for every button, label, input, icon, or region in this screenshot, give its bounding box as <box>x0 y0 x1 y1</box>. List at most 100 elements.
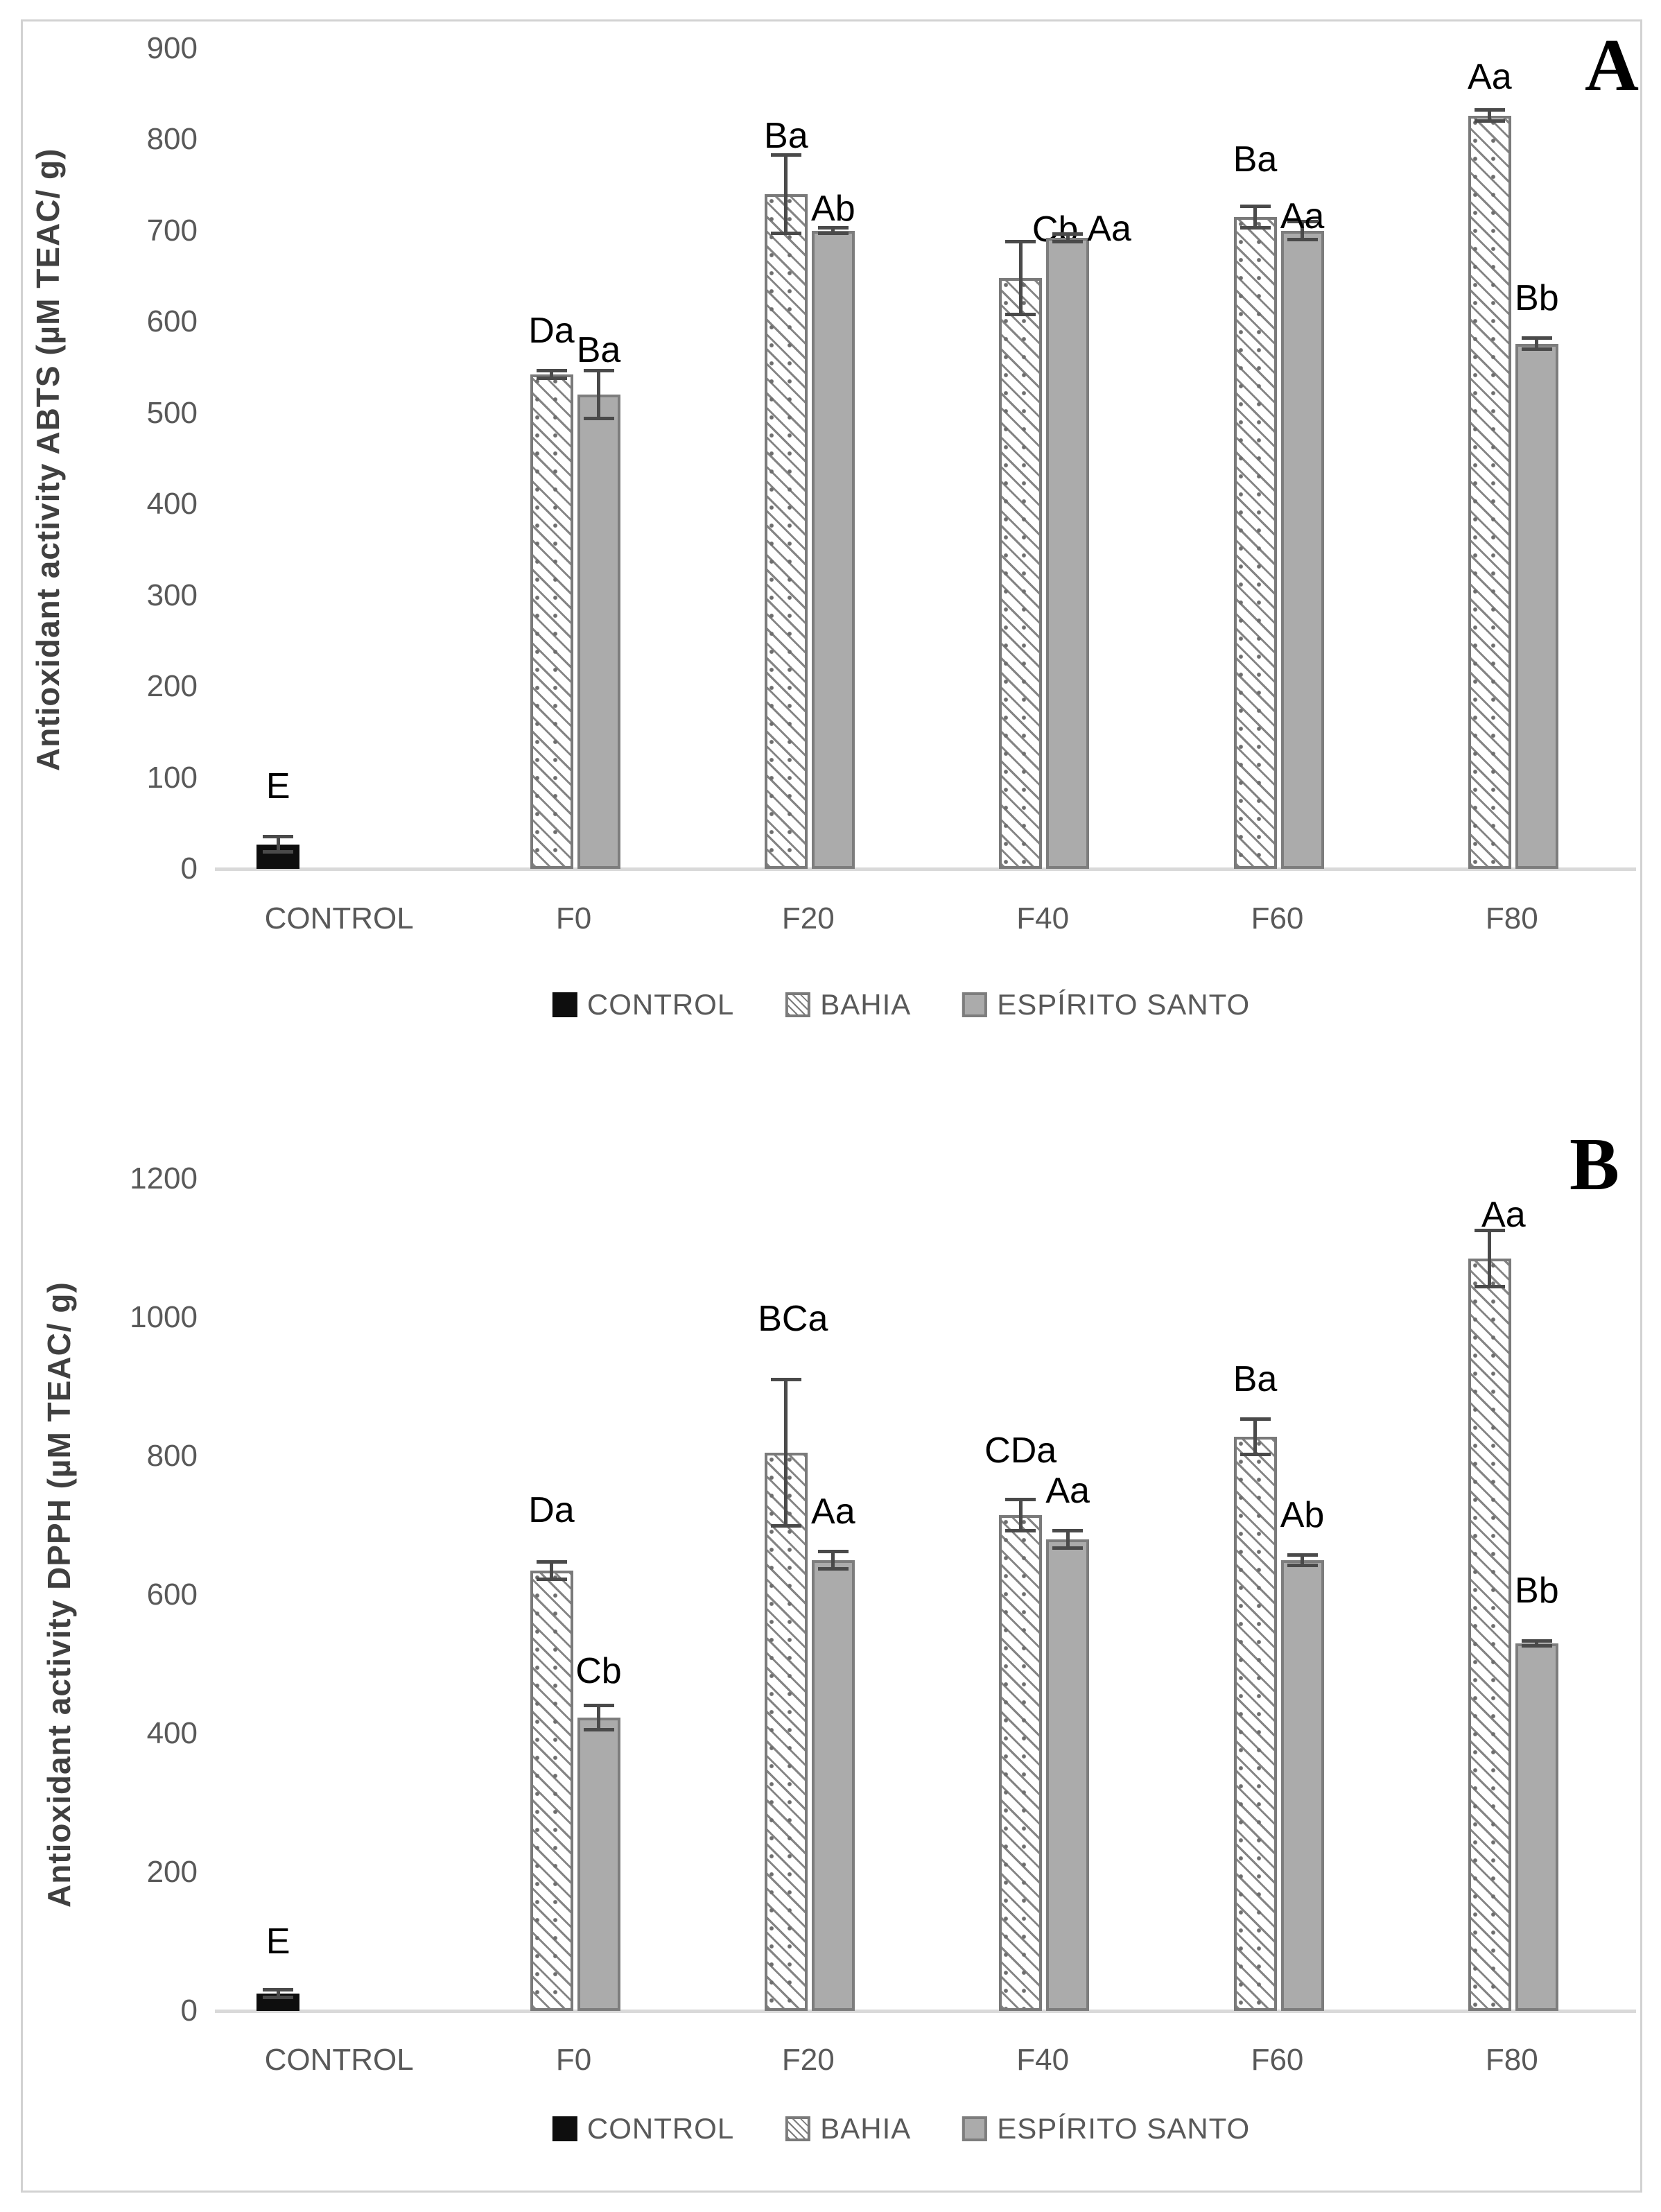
y-tick-label-B-1000: 1000 <box>130 1300 198 1334</box>
x-axis-line-A <box>215 867 1636 871</box>
legend-item-bahia: BAHIA <box>785 988 911 1021</box>
error-bar-f20-gray <box>817 1550 849 1571</box>
category-label-F40: F40 <box>1016 2043 1070 2077</box>
error-bar-cap-top <box>1474 1229 1505 1232</box>
legend-swatch-black-icon <box>552 992 577 1017</box>
error-bar-f80-hatch <box>1474 1229 1505 1288</box>
legend-item-esp-rito-santo: ESPÍRITO SANTO <box>962 2112 1250 2145</box>
error-bar-cap-bottom <box>770 1524 801 1528</box>
error-bar-cap-bottom <box>1005 1529 1036 1532</box>
error-bar-control-black <box>263 835 294 854</box>
error-bar-f60-hatch <box>1240 1417 1271 1456</box>
panel-a-label: A <box>1585 24 1639 107</box>
y-tick-label-B-0: 0 <box>180 1994 198 2028</box>
legend-label: BAHIA <box>820 2112 912 2145</box>
bar-bahia-f80 <box>1468 115 1511 869</box>
error-bar-stem <box>1488 108 1492 123</box>
bar-esp-rito-santo-f0 <box>577 395 620 869</box>
error-bar-stem <box>831 1550 835 1571</box>
y-tick-label-A-900: 900 <box>146 31 198 65</box>
error-bar-cap-top <box>817 1550 849 1553</box>
bar-esp-rito-santo-f80 <box>1515 1643 1558 2011</box>
bar-bahia-f0 <box>530 1571 573 2011</box>
bar-esp-rito-santo-f60 <box>1280 1560 1324 2011</box>
error-bar-cap-top <box>1052 1529 1084 1532</box>
legend-label: ESPÍRITO SANTO <box>997 988 1251 1021</box>
error-bar-cap-top <box>583 1704 614 1707</box>
error-bar-cap-bottom <box>817 232 849 236</box>
error-bar-cap-bottom <box>1287 238 1318 242</box>
bar-bahia-f60 <box>1233 1437 1277 2011</box>
error-bar-cap-bottom <box>1474 1285 1505 1288</box>
bar-bahia-f20 <box>764 1453 808 2011</box>
error-bar-cap-top <box>817 226 849 230</box>
bar-esp-rito-santo-f40 <box>1046 238 1090 869</box>
bar-esp-rito-santo-f0 <box>577 1718 620 2011</box>
error-bar-cap-top <box>1005 239 1036 243</box>
error-bar-stem <box>276 1988 280 1999</box>
error-bar-f60-hatch <box>1240 204 1271 230</box>
significance-label-Cb-f0: Cb <box>575 1651 622 1691</box>
significance-label-Aa-f20: Aa <box>811 1492 855 1532</box>
error-bar-stem <box>276 835 280 854</box>
error-bar-cap-top <box>536 1560 567 1564</box>
bar-bahia-f20 <box>764 194 808 869</box>
legend-B: CONTROL BAHIA ESPÍRITO SANTO <box>552 2112 1250 2145</box>
error-bar-stem <box>831 226 835 236</box>
error-bar-cap-bottom <box>1240 226 1271 230</box>
error-bar-stem <box>1066 1529 1070 1550</box>
x-axis-line-B <box>215 2010 1636 2013</box>
significance-label-Bb-f80: Bb <box>1515 1571 1559 1611</box>
error-bar-f0-hatch <box>536 369 567 381</box>
legend-item-control: CONTROL <box>552 988 735 1021</box>
legend-label: CONTROL <box>586 2112 735 2145</box>
bar-esp-rito-santo-f20 <box>811 1560 855 2011</box>
y-tick-label-A-400: 400 <box>146 487 198 521</box>
legend-item-bahia: BAHIA <box>785 2112 911 2145</box>
legend-A: CONTROL BAHIA ESPÍRITO SANTO <box>552 988 1250 1021</box>
bar-bahia-f60 <box>1233 216 1277 869</box>
significance-label-Ab-f20: Ab <box>811 189 855 230</box>
panel-b-label: B <box>1569 1123 1620 1206</box>
error-bar-cap-bottom <box>1005 313 1036 317</box>
category-label-CONTROL: CONTROL <box>264 2043 414 2077</box>
error-bar-cap-bottom <box>536 1578 567 1581</box>
error-bar-cap-top <box>1005 1498 1036 1501</box>
error-bar-stem <box>1253 1417 1257 1456</box>
category-label-F80: F80 <box>1485 901 1538 935</box>
error-bar-f0-gray <box>583 369 614 421</box>
error-bar-stem <box>1488 1229 1492 1288</box>
chart-b-y-axis-title: Antioxidant activity DPPH (µM TEAC/ g) <box>41 1281 77 1908</box>
legend-item-esp-rito-santo: ESPÍRITO SANTO <box>962 988 1250 1021</box>
error-bar-stem <box>1018 239 1023 317</box>
bar-esp-rito-santo-f40 <box>1046 1539 1090 2011</box>
significance-label-E-control: E <box>266 1921 290 1962</box>
significance-label-Da-f0: Da <box>528 1490 575 1530</box>
legend-swatch-black-icon <box>552 2116 577 2141</box>
significance-label-Aa-f80: Aa <box>1468 57 1512 98</box>
bar-esp-rito-santo-f20 <box>811 230 855 869</box>
error-bar-cap-top <box>1287 1553 1318 1557</box>
legend-swatch-gray-icon <box>962 992 988 1017</box>
bar-bahia-f40 <box>999 1515 1043 2011</box>
error-bar-f80-gray <box>1521 336 1552 352</box>
legend-label: BAHIA <box>820 988 912 1021</box>
error-bar-stem <box>1253 204 1257 230</box>
error-bar-stem <box>550 1560 553 1581</box>
error-bar-cap-top <box>1521 1639 1552 1643</box>
significance-label-Ab-f60: Ab <box>1280 1495 1325 1535</box>
y-tick-label-A-200: 200 <box>146 669 198 704</box>
error-bar-stem <box>1535 1639 1539 1648</box>
significance-label-Bb-f80: Bb <box>1515 278 1559 319</box>
significance-label-Aa-f40: Aa <box>1087 209 1131 250</box>
error-bar-stem <box>784 1378 788 1528</box>
legend-label: CONTROL <box>586 988 735 1021</box>
error-bar-f80-gray <box>1521 1639 1552 1648</box>
error-bar-f20-hatch <box>770 1378 801 1528</box>
bar-esp-rito-santo-f80 <box>1515 343 1558 869</box>
error-bar-cap-bottom <box>1052 240 1084 244</box>
error-bar-control-black <box>263 1988 294 1999</box>
error-bar-f40-gray <box>1052 232 1084 244</box>
error-bar-cap-top <box>536 369 567 373</box>
